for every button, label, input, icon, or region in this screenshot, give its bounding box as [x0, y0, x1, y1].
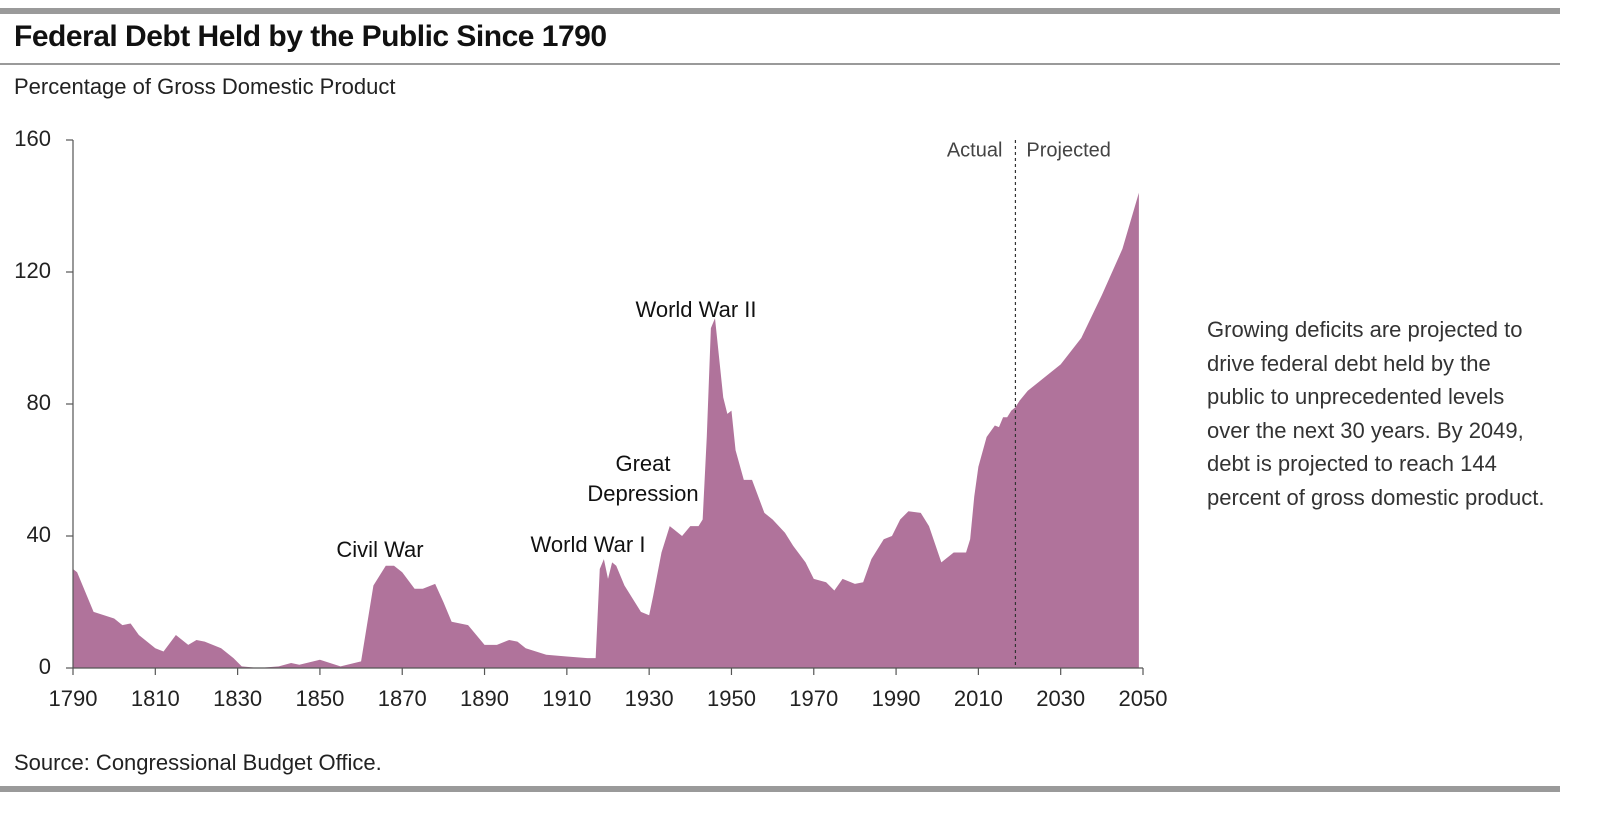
x-tick-label: 1910 [542, 686, 591, 711]
y-tick-label: 40 [27, 522, 51, 547]
y-tick-label: 80 [27, 390, 51, 415]
x-tick-label: 1890 [460, 686, 509, 711]
source: Source: Congressional Budget Office. [14, 750, 382, 775]
period-label: Actual [947, 139, 1003, 161]
x-tick-label: 1930 [625, 686, 674, 711]
y-tick-label: 160 [14, 126, 51, 151]
y-tick-label: 0 [39, 654, 51, 679]
x-tick-label: 1810 [131, 686, 180, 711]
title-rule [0, 63, 1560, 65]
annotation: Civil War [336, 537, 424, 562]
annotation: World War II [635, 297, 757, 322]
debt-area [73, 192, 1139, 669]
x-tick-label: 1970 [789, 686, 838, 711]
x-tick-label: 1850 [295, 686, 344, 711]
top-rule [0, 8, 1560, 14]
x-tick-label: 1990 [872, 686, 921, 711]
x-tick-label: 1830 [213, 686, 262, 711]
bottom-rule [0, 786, 1560, 792]
x-tick-label: 2050 [1119, 686, 1168, 711]
annotation: World War I [530, 532, 646, 557]
x-tick-label: 1950 [707, 686, 756, 711]
period-label: Projected [1026, 139, 1111, 161]
side-note: Growing deficits are projected to drive … [1207, 317, 1545, 510]
y-tick-label: 120 [14, 258, 51, 283]
x-tick-label: 1790 [49, 686, 98, 711]
x-tick-label: 2030 [1036, 686, 1085, 711]
x-tick-label: 1870 [378, 686, 427, 711]
chart-subtitle: Percentage of Gross Domestic Product [14, 74, 396, 99]
annotation: Great Depression [587, 451, 699, 506]
chart-title: Federal Debt Held by the Public Since 17… [14, 20, 607, 53]
x-tick-label: 2010 [954, 686, 1003, 711]
